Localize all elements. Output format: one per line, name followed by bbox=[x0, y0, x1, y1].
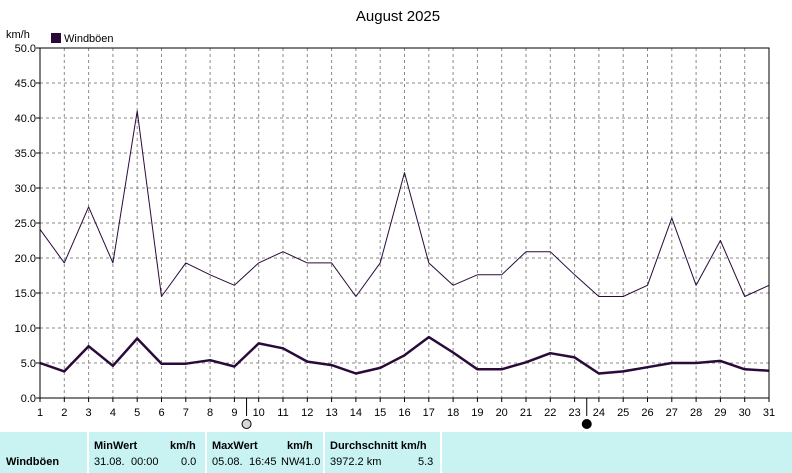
x-tick-label: 29 bbox=[714, 407, 726, 419]
x-tick-label: 19 bbox=[471, 407, 483, 419]
x-tick-label: 5 bbox=[134, 407, 140, 419]
x-tick-label: 30 bbox=[739, 407, 751, 419]
min-date: 31.08. bbox=[94, 456, 125, 468]
y-tick-label: 35.0 bbox=[15, 148, 36, 160]
x-tick-label: 8 bbox=[207, 407, 213, 419]
x-tick-label: 27 bbox=[666, 407, 678, 419]
plot-frame bbox=[39, 47, 770, 399]
x-tick-label: 11 bbox=[277, 407, 288, 419]
x-tick-label: 12 bbox=[301, 407, 313, 419]
max-unit: km/h bbox=[287, 440, 313, 452]
y-tick-label: 20.0 bbox=[15, 253, 36, 265]
x-tick-label: 13 bbox=[325, 407, 337, 419]
x-tick-label: 6 bbox=[158, 407, 164, 419]
x-tick-label: 20 bbox=[496, 407, 508, 419]
y-tick-label: 40.0 bbox=[15, 113, 36, 125]
y-tick-labels: 0.0 5.0 10.0 15.0 20.0 25.0 30.0 35.0 40.0 45.0 50… bbox=[15, 43, 40, 405]
y-axis-label: km/h bbox=[6, 29, 30, 41]
full-moon-icon bbox=[241, 419, 252, 429]
mean-wind-series-line bbox=[39, 335, 770, 375]
grid bbox=[40, 48, 769, 398]
stats-footer: Windböen MinWert km/h 31.08. 00:00 0.0 M… bbox=[0, 432, 792, 473]
x-tick-labels: 1 2 3 4 5 6 7 8 9 10 11 12 13 14 15 16 17 18 19 20 21 22 23 24 2… bbox=[37, 398, 775, 419]
x-tick-label: 21 bbox=[520, 407, 532, 419]
x-tick-label: 31 bbox=[763, 407, 775, 419]
moon-markers bbox=[241, 398, 592, 429]
y-tick-label: 10.0 bbox=[15, 323, 36, 335]
row-label-cell: Windböen bbox=[0, 432, 87, 473]
max-title: MaxWert bbox=[212, 440, 258, 452]
min-time: 00:00 bbox=[131, 456, 159, 468]
y-tick-label: 25.0 bbox=[15, 218, 36, 230]
max-direction: NW bbox=[281, 456, 300, 468]
max-time: 16:45 bbox=[249, 456, 277, 468]
x-tick-label: 22 bbox=[544, 407, 556, 419]
y-tick-label: 45.0 bbox=[15, 78, 36, 90]
avg-value: 5.3 bbox=[418, 456, 434, 468]
gust-series-line bbox=[39, 110, 770, 297]
x-tick-label: 17 bbox=[423, 407, 435, 419]
x-tick-label: 9 bbox=[231, 407, 237, 419]
y-tick-label: 15.0 bbox=[15, 288, 36, 300]
x-tick-label: 2 bbox=[61, 407, 67, 419]
x-tick-label: 14 bbox=[350, 407, 362, 419]
y-tick-label: 0.0 bbox=[21, 393, 36, 405]
wind-chart: August 2025 km/h Windböen 0.0 5.0 10.0 15.0… bbox=[6, 8, 775, 429]
x-tick-label: 10 bbox=[253, 407, 265, 419]
x-tick-label: 24 bbox=[593, 407, 605, 419]
y-tick-label: 5.0 bbox=[21, 358, 36, 370]
x-tick-label: 1 bbox=[37, 407, 43, 419]
new-moon-icon bbox=[581, 419, 592, 429]
series-lines bbox=[39, 110, 770, 375]
x-tick-label: 28 bbox=[690, 407, 702, 419]
x-tick-label: 25 bbox=[617, 407, 629, 419]
y-tick-label: 30.0 bbox=[15, 183, 36, 195]
x-tick-label: 26 bbox=[641, 407, 653, 419]
min-title: MinWert bbox=[94, 440, 138, 452]
max-cell: MaxWert km/h 05.08. 16:45 NW 41.0 bbox=[207, 432, 323, 473]
x-tick-label: 7 bbox=[183, 407, 189, 419]
chart-title: August 2025 bbox=[356, 8, 440, 25]
avg-cell: Durchschnitt km/h 3972.2 km 5.3 bbox=[325, 432, 440, 473]
avg-distance: 3972.2 km bbox=[330, 456, 382, 468]
x-tick-label: 3 bbox=[86, 407, 92, 419]
max-date: 05.08. bbox=[212, 456, 243, 468]
x-tick-label: 4 bbox=[110, 407, 116, 419]
min-unit: km/h bbox=[170, 440, 196, 452]
x-tick-label: 15 bbox=[374, 407, 386, 419]
x-tick-label: 18 bbox=[447, 407, 459, 419]
x-tick-label: 16 bbox=[398, 407, 410, 419]
y-tick-label: 50.0 bbox=[15, 43, 36, 55]
filler-cell bbox=[442, 432, 792, 473]
max-value: 41.0 bbox=[299, 456, 321, 468]
min-cell: MinWert km/h 31.08. 00:00 0.0 bbox=[89, 432, 205, 473]
avg-title: Durchschnitt km/h bbox=[330, 440, 427, 452]
row-label: Windböen bbox=[6, 456, 60, 468]
min-value: 0.0 bbox=[181, 456, 197, 468]
x-tick-label: 23 bbox=[568, 407, 580, 419]
legend-label: Windböen bbox=[64, 33, 114, 45]
legend-swatch bbox=[51, 33, 61, 43]
